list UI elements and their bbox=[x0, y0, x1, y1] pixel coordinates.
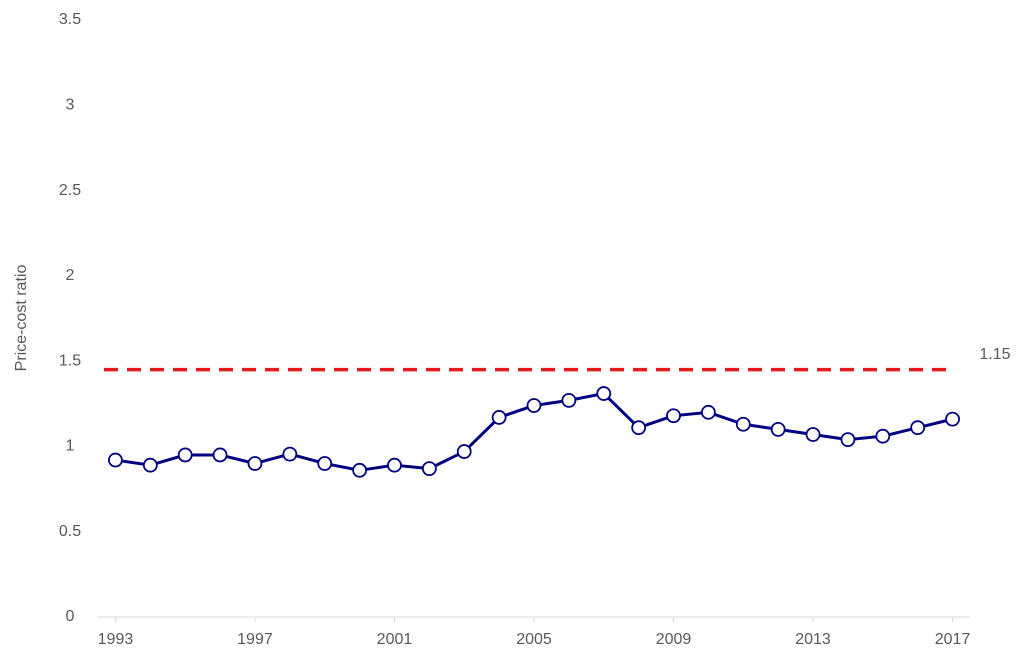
marker bbox=[142, 457, 158, 473]
x-tick-label: 2017 bbox=[935, 631, 971, 648]
marker bbox=[631, 420, 647, 436]
marker bbox=[177, 447, 193, 463]
marker bbox=[317, 456, 333, 471]
marker bbox=[596, 386, 612, 401]
marker bbox=[421, 461, 437, 477]
y-tick-label: 2.5 bbox=[59, 182, 81, 199]
x-tick-label: 1993 bbox=[98, 631, 134, 648]
marker bbox=[910, 420, 926, 436]
marker bbox=[701, 404, 716, 420]
marker bbox=[352, 462, 368, 478]
x-tick-label: 2013 bbox=[795, 631, 831, 648]
marker bbox=[770, 421, 786, 437]
y-tick-label: 3.5 bbox=[59, 11, 81, 28]
y-tick-label: 3 bbox=[66, 97, 75, 114]
marker bbox=[456, 444, 472, 459]
marker bbox=[387, 457, 402, 473]
x-tick-label: 2001 bbox=[377, 631, 413, 648]
y-tick-label: 1 bbox=[66, 438, 75, 455]
marker bbox=[212, 447, 228, 463]
marker bbox=[561, 392, 577, 408]
marker bbox=[840, 432, 856, 448]
marker bbox=[805, 427, 821, 442]
y-tick-label: 0.5 bbox=[59, 523, 81, 540]
marker bbox=[735, 416, 751, 432]
y-tick-label: 2 bbox=[66, 267, 75, 284]
y-tick-label: 0 bbox=[66, 608, 75, 625]
x-tick-label: 2005 bbox=[516, 631, 552, 648]
marker bbox=[282, 446, 298, 462]
marker bbox=[666, 408, 681, 424]
y-tick-label: 1.5 bbox=[59, 352, 81, 369]
x-tick-label: 1997 bbox=[237, 631, 273, 648]
y-axis-title: Price-cost ratio bbox=[13, 265, 30, 372]
reference-label: 1.15 bbox=[979, 346, 1010, 363]
marker bbox=[247, 456, 263, 471]
marker bbox=[526, 398, 542, 413]
marker bbox=[491, 410, 507, 425]
x-tick-label: 2009 bbox=[656, 631, 692, 648]
marker bbox=[945, 411, 960, 427]
marker bbox=[108, 452, 123, 468]
marker bbox=[875, 428, 891, 444]
